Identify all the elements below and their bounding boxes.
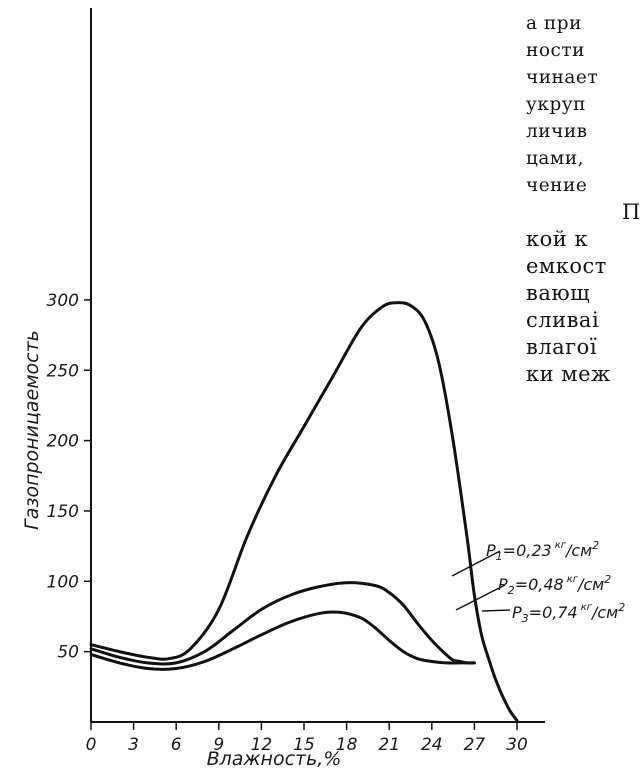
x-tick-label: 27 bbox=[464, 735, 486, 755]
y-axis-ticks: 50 100 150 200 250 300 bbox=[47, 291, 91, 663]
y-tick-label: 150 bbox=[47, 502, 79, 522]
series-line-p1 bbox=[89, 301, 519, 723]
side-text-line: личив bbox=[526, 121, 588, 142]
y-axis-title: Газопроницаемость bbox=[21, 330, 43, 530]
side-text-column: а при ности чинает укруп личив цами, чен… bbox=[526, 10, 642, 388]
side-text-line: а при bbox=[526, 13, 582, 34]
y-tick-label: 200 bbox=[47, 432, 79, 452]
legend-leader-p3 bbox=[481, 609, 511, 612]
legend: P1=0,23 кг/см2 P2=0,48 кг/см2 P3=0,74 кг/см… bbox=[451, 539, 625, 625]
side-text-line: чинает bbox=[526, 67, 599, 88]
x-tick-label: 6 bbox=[171, 735, 182, 755]
x-tick-label: 3 bbox=[128, 735, 139, 755]
x-tick-label: 0 bbox=[86, 735, 97, 755]
y-tick-label: 250 bbox=[47, 361, 79, 381]
chart-axes bbox=[90, 8, 545, 723]
x-tick-label: 9 bbox=[213, 735, 224, 755]
side-text-line: влагої bbox=[526, 335, 598, 359]
x-tick-label: 21 bbox=[378, 735, 400, 755]
series-line-p2 bbox=[89, 581, 476, 666]
y-tick-label: 300 bbox=[47, 291, 79, 311]
side-text-line: чение bbox=[526, 175, 588, 196]
legend-leader-p2 bbox=[455, 584, 506, 611]
legend-leader-p1 bbox=[451, 550, 501, 577]
y-tick-label: 50 bbox=[57, 643, 79, 663]
side-text-line: цами, bbox=[526, 148, 585, 169]
side-text-line: ности bbox=[526, 40, 585, 61]
series-layer bbox=[89, 301, 519, 723]
x-axis-title: Влажность,% bbox=[207, 748, 342, 770]
side-text-line: сливаі bbox=[526, 308, 600, 332]
x-axis-ticks: 0 3 6 9 12 15 18 21 24 27 30 bbox=[86, 722, 528, 755]
y-tick-label: 100 bbox=[47, 572, 79, 592]
legend-label-p2: P2=0,48 кг/см2 bbox=[498, 573, 611, 597]
side-text-line: ки меж bbox=[526, 362, 611, 386]
x-tick-label: 18 bbox=[336, 735, 358, 755]
x-tick-label: 24 bbox=[421, 735, 443, 755]
side-text-line: П bbox=[622, 200, 641, 224]
x-tick-label: 15 bbox=[293, 735, 315, 755]
side-text-line: емкост bbox=[526, 254, 607, 278]
legend-label-p1: P1=0,23 кг/см2 bbox=[486, 539, 599, 563]
series-line-p3 bbox=[89, 610, 476, 671]
legend-label-p3: P3=0,74 кг/см2 bbox=[512, 601, 625, 625]
side-text-line: кой к bbox=[526, 227, 589, 251]
side-text-line: вающ bbox=[526, 281, 591, 305]
x-tick-label: 30 bbox=[506, 735, 528, 755]
x-tick-label: 12 bbox=[251, 735, 273, 755]
side-text-line: укруп bbox=[526, 94, 587, 115]
